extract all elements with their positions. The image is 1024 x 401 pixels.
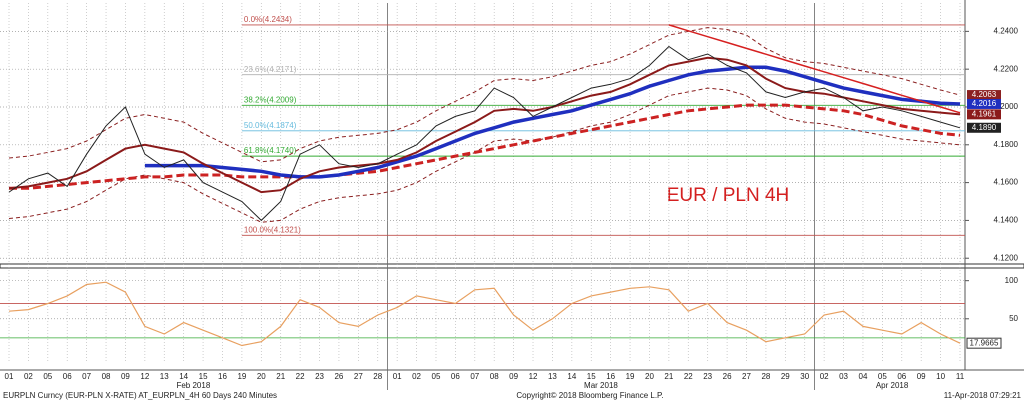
x-tick-label: 22 (684, 372, 693, 381)
x-tick-label: 07 (470, 372, 479, 381)
y-tick-label: 4.2200 (994, 64, 1019, 73)
series-line (8, 45, 961, 222)
x-tick-label: 21 (664, 372, 673, 381)
series-line (8, 281, 961, 347)
last-value-label: 4.2016 (972, 99, 997, 108)
chart-annotation: EUR / PLN 4H (667, 185, 789, 206)
x-tick-label: 06 (451, 372, 460, 381)
last-value-box (967, 98, 1001, 109)
x-tick-label: 08 (490, 372, 499, 381)
x-tick-label: 04 (859, 372, 868, 381)
last-value-box (967, 90, 1001, 101)
x-tick-label: 22 (296, 372, 305, 381)
x-tick-label: 10 (936, 372, 945, 381)
last-value-box (967, 122, 1001, 133)
y-tick-label: 4.2400 (994, 26, 1019, 35)
x-tick-label: 05 (878, 372, 887, 381)
last-value-label: 4.1961 (972, 109, 997, 118)
x-tick-label: 20 (645, 372, 654, 381)
x-tick-label: 23 (703, 372, 712, 381)
x-tick-label: 05 (43, 372, 52, 381)
footer-right: 11-Apr-2018 07:29:21 (944, 391, 1022, 400)
x-tick-label: 02 (820, 372, 829, 381)
y-tick-label: 4.1400 (994, 216, 1019, 225)
y-tick-label: 4.1800 (994, 140, 1019, 149)
x-tick-label: 12 (529, 372, 538, 381)
fib-label: 50.0%(4.1874) (244, 121, 297, 130)
x-tick-label: 15 (587, 372, 596, 381)
x-tick-label: 05 (432, 372, 441, 381)
x-tick-label: 09 (121, 372, 130, 381)
panel-separator (0, 263, 1024, 269)
x-tick-label: 01 (5, 372, 14, 381)
y-tick-label: 4.2000 (994, 102, 1019, 111)
footer-center: Copyright© 2018 Bloomberg Finance L.P. (516, 391, 663, 400)
y-tick-label: 100 (1005, 276, 1019, 285)
y-tick-label: 4.1600 (994, 178, 1019, 187)
series-line (9, 103, 961, 190)
x-group-label: Apr 2018 (876, 381, 909, 390)
y-tick-label: 50 (1009, 314, 1018, 323)
last-value-label: 4.2063 (972, 90, 997, 99)
x-tick-label: 11 (956, 372, 965, 381)
x-tick-label: 16 (218, 372, 227, 381)
fib-label: 61.8%(4.1740) (244, 146, 297, 155)
x-tick-label: 30 (800, 372, 809, 381)
x-tick-label: 14 (567, 372, 576, 381)
x-tick-label: 13 (548, 372, 557, 381)
fib-label: 0.0%(4.2434) (244, 15, 292, 24)
x-tick-label: 21 (276, 372, 285, 381)
x-tick-label: 28 (373, 372, 382, 381)
x-tick-label: 12 (140, 372, 149, 381)
fib-label: 100.0%(4.1321) (244, 225, 301, 234)
x-tick-label: 09 (509, 372, 518, 381)
x-tick-label: 08 (102, 372, 111, 381)
x-tick-label: 06 (897, 372, 906, 381)
x-tick-label: 27 (742, 372, 751, 381)
x-tick-label: 01 (393, 372, 402, 381)
x-tick-label: 26 (334, 372, 343, 381)
x-tick-label: 19 (237, 372, 246, 381)
x-tick-label: 19 (626, 372, 635, 381)
x-tick-label: 28 (761, 372, 770, 381)
x-tick-label: 07 (82, 372, 91, 381)
fib-label: 38.2%(4.2009) (244, 95, 297, 104)
last-value-box (967, 109, 1001, 120)
x-tick-label: 16 (606, 372, 615, 381)
x-tick-label: 23 (315, 372, 324, 381)
y-tick-label: 4.1200 (994, 253, 1019, 262)
footer-left: EURPLN Curncy (EUR-PLN X-RATE) AT_EURPLN… (3, 391, 277, 400)
x-tick-label: 03 (839, 372, 848, 381)
x-tick-label: 27 (354, 372, 363, 381)
fib-label: 23.6%(4.2171) (244, 65, 297, 74)
last-value-label: 4.1890 (972, 123, 997, 132)
x-tick-label: 13 (160, 372, 169, 381)
series-line (668, 24, 961, 114)
last-value-label: 17.9665 (970, 338, 999, 347)
x-group-label: Mar 2018 (584, 381, 618, 390)
x-tick-label: 26 (723, 372, 732, 381)
x-tick-label: 14 (179, 372, 188, 381)
x-tick-label: 20 (257, 372, 266, 381)
series-line (144, 65, 961, 179)
x-tick-label: 29 (781, 372, 790, 381)
x-tick-label: 02 (24, 372, 33, 381)
last-value-box (966, 337, 1002, 349)
x-tick-label: 15 (199, 372, 208, 381)
x-tick-label: 09 (917, 372, 926, 381)
x-tick-label: 06 (63, 372, 72, 381)
x-tick-label: 02 (412, 372, 421, 381)
x-group-label: Feb 2018 (176, 381, 210, 390)
series-line (8, 56, 961, 194)
